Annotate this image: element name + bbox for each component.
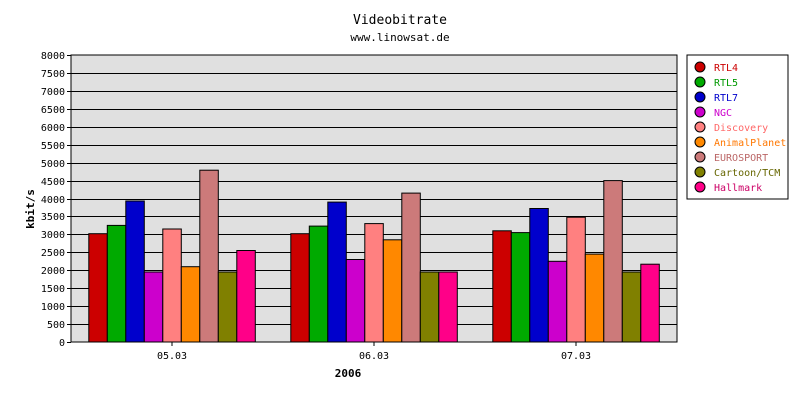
legend-label: RTL5 [714,78,738,89]
y-tick-label: 5000 [41,159,65,170]
chart-subtitle: www.linowsat.de [350,31,449,44]
bar-rtl5-06-03 [308,225,329,343]
legend-marker [694,166,706,178]
legend-item: Discovery [694,121,768,134]
bar-rtl5-05-03 [106,224,127,343]
legend-label: RTL4 [714,63,738,74]
legend-item: Hallmark [694,181,762,194]
y-tick-label: 4500 [41,177,65,188]
bar-rtl7-06-03 [327,201,347,343]
bar-animalplanet-07-03 [584,253,605,343]
bars [88,169,660,343]
bar-cartoon-tcm-05-03 [217,271,238,343]
bar-rtl4-05-03 [88,233,108,343]
y-tick-label: 3500 [41,212,65,223]
y-tick-label: 0 [59,338,65,349]
y-tick-label: 500 [47,320,65,331]
legend-label: Discovery [714,123,768,134]
legend-items: RTL4 RTL5 RTL7 NGC Discovery AnimalPlanet EURO… [694,61,786,194]
bar-hallmark-05-03 [236,250,256,343]
bar-eurosport-07-03 [603,180,623,343]
legend-item: RTL7 [694,91,738,104]
x-tick-label: 06.03 [359,351,389,362]
y-axis-label: kbit/s [24,189,37,229]
bar-discovery-05-03 [162,228,182,343]
bar-rtl7-07-03 [529,208,549,343]
bar-rtl5-07-03 [510,232,531,343]
legend-marker [694,76,706,88]
y-tick-label: 3000 [41,230,65,241]
legend-label: RTL7 [714,93,738,104]
y-tick-label: 7000 [41,87,65,98]
bar-discovery-06-03 [364,223,384,343]
legend-label: AnimalPlanet [714,138,786,149]
y-axis-ticks: 0 500 1000 1500 2000 2500 3000 3500 4000 4500 5000… [41,51,71,349]
legend-marker [694,121,706,133]
y-tick-label: 1000 [41,302,65,313]
legend-label: Cartoon/TCM [714,168,780,179]
legend-label: EUROSPORT [714,153,768,164]
bar-animalplanet-05-03 [180,266,201,343]
legend-item: RTL4 [694,61,738,74]
y-tick-label: 7500 [41,69,65,80]
legend-label: Hallmark [714,183,762,194]
bar-cartoon-tcm-07-03 [621,271,642,343]
bar-hallmark-07-03 [640,263,660,343]
chart-title: Videobitrate [353,13,447,28]
legend-marker [694,181,706,193]
x-tick-label: 05.03 [157,351,187,362]
y-tick-label: 6500 [41,105,65,116]
legend-marker [694,151,706,163]
bar-cartoon-tcm-06-03 [419,271,440,343]
legend-marker [694,61,706,73]
legend-marker [694,136,706,148]
legend-item: EUROSPORT [694,151,768,164]
x-axis-ticks: 05.03 06.03 07.03 [157,342,591,362]
bar-ngc-07-03 [547,260,568,343]
y-tick-label: 2500 [41,248,65,259]
y-tick-label: 1500 [41,284,65,295]
legend-item: RTL5 [694,76,738,89]
legend-marker [694,106,706,118]
x-tick-label: 07.03 [561,351,591,362]
bar-eurosport-06-03 [401,192,421,343]
x-axis-label: 2006 [335,367,362,380]
bar-discovery-07-03 [566,216,586,343]
bar-eurosport-05-03 [199,169,219,343]
y-tick-label: 4000 [41,195,65,206]
y-tick-label: 8000 [41,51,65,62]
bar-ngc-05-03 [143,271,164,343]
legend-marker [694,91,706,103]
bar-ngc-06-03 [345,259,366,343]
legend-label: NGC [714,108,732,119]
bar-animalplanet-06-03 [382,239,403,343]
bar-rtl4-07-03 [492,230,512,343]
legend-item: NGC [694,106,732,119]
bar-rtl7-05-03 [125,200,145,343]
legend-item: AnimalPlanet [694,136,786,149]
bar-hallmark-06-03 [438,271,458,343]
bar-rtl4-06-03 [290,233,310,343]
legend-item: Cartoon/TCM [694,166,780,179]
y-tick-label: 2000 [41,266,65,277]
y-tick-label: 5500 [41,141,65,152]
y-tick-label: 6000 [41,123,65,134]
